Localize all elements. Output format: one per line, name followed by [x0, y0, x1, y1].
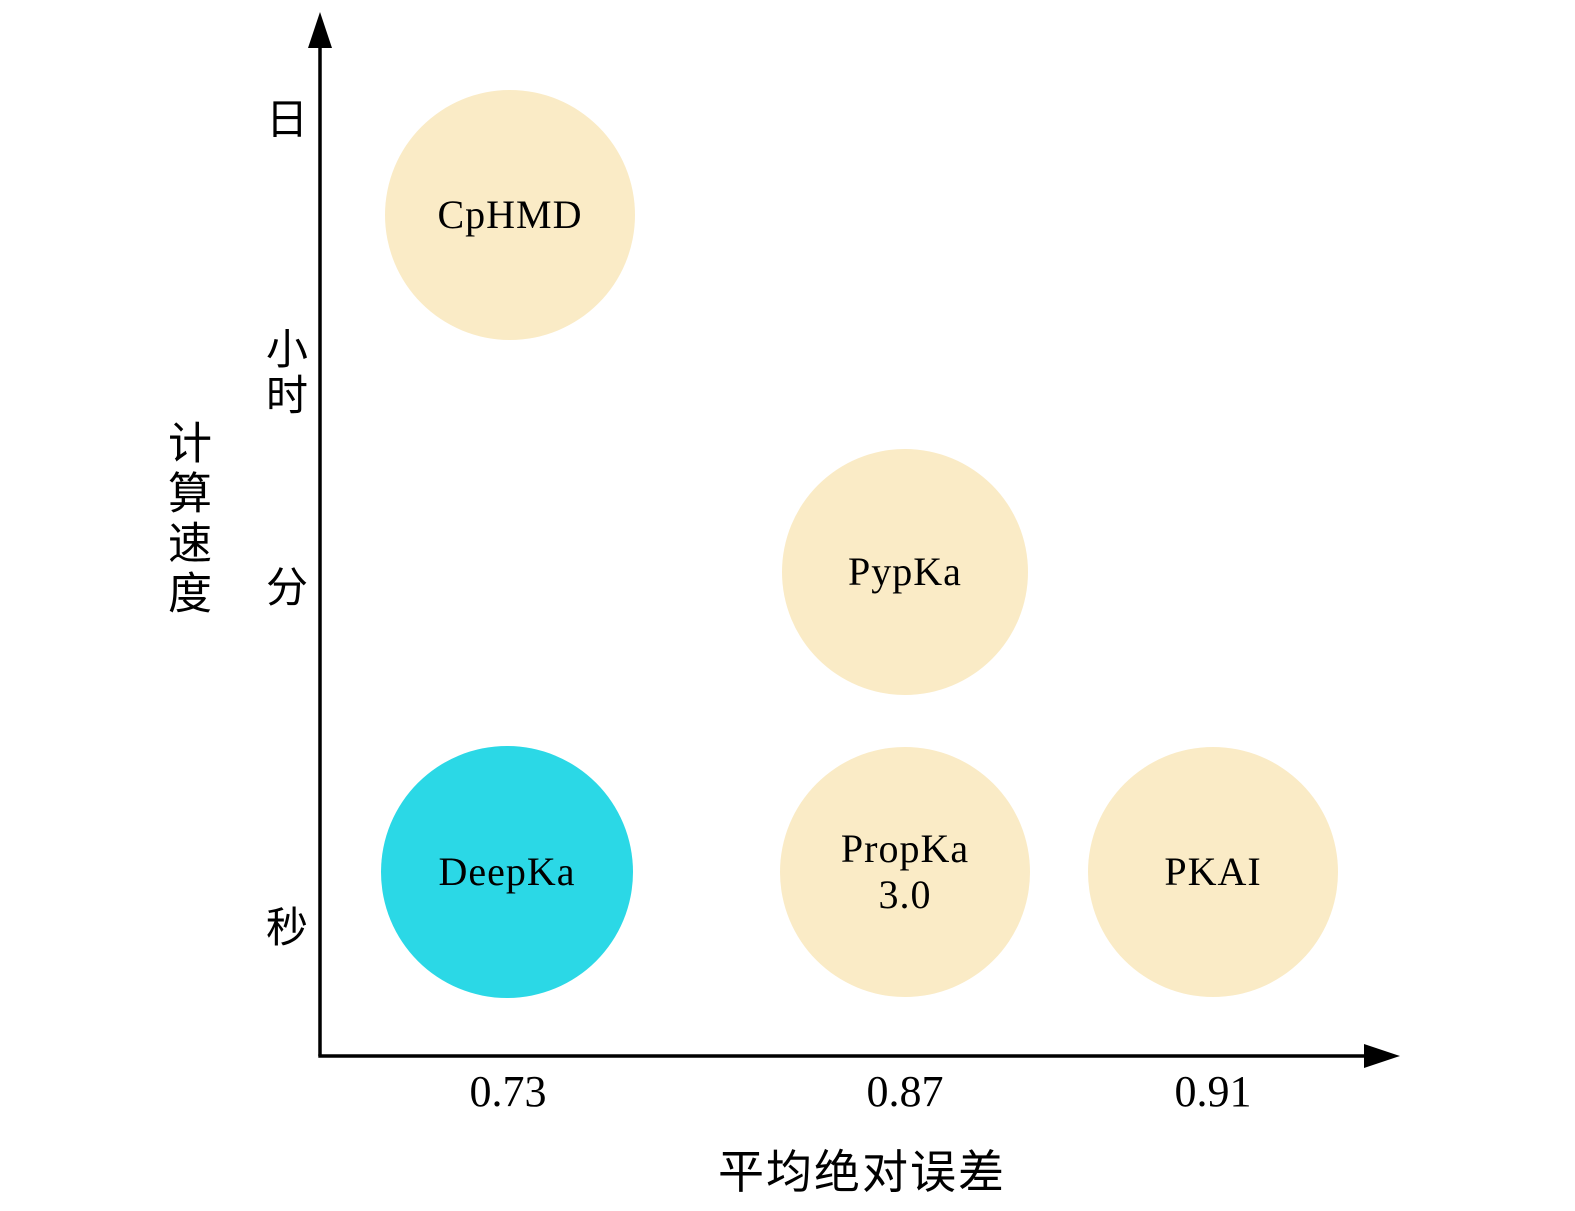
x-axis-arrow: [1364, 1044, 1400, 1068]
bubble-label: PropKa 3.0: [840, 826, 970, 917]
x-tick-0: 0.73: [469, 1067, 547, 1116]
bubble-pkai: PKAI: [1088, 747, 1338, 997]
x-tick-1: 0.87: [866, 1067, 944, 1116]
bubble-cphmd: CpHMD: [385, 90, 635, 340]
y-tick-minutes: 分: [259, 565, 306, 611]
bubble-label: PypKa: [848, 549, 962, 594]
y-tick-days: 日: [259, 97, 306, 143]
x-axis-title: 平均绝对误差: [718, 1147, 1006, 1198]
bubble-propka: PropKa 3.0: [780, 747, 1030, 997]
bubble-label: DeepKa: [438, 849, 576, 894]
bubble-pypka: PypKa: [782, 449, 1028, 695]
y-tick-hours: 小时: [259, 327, 306, 419]
y-tick-seconds: 秒: [259, 905, 306, 951]
x-tick-2: 0.91: [1174, 1067, 1252, 1116]
y-axis-arrow: [308, 12, 332, 48]
bubble-label: PKAI: [1164, 849, 1262, 894]
bubble-deepka: DeepKa: [381, 746, 633, 998]
bubble-label: CpHMD: [437, 192, 583, 237]
y-axis-title: 计算速度: [161, 420, 210, 620]
